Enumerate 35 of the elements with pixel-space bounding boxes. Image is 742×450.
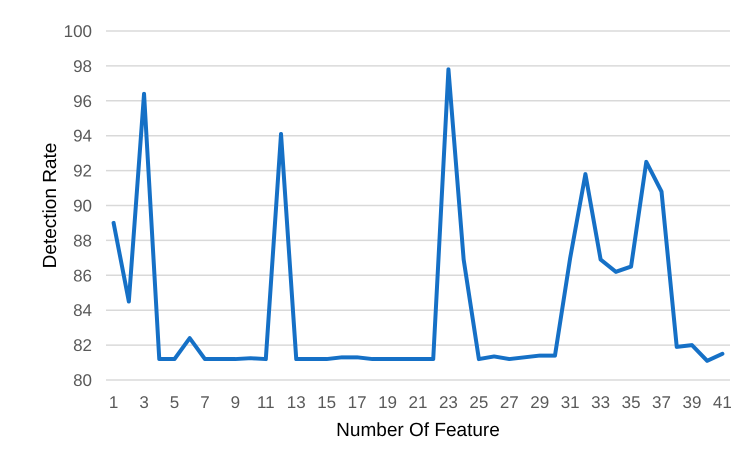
x-tick-label: 33 [591,393,610,412]
x-tick-label: 41 [712,393,732,412]
x-tick-label: 39 [682,393,702,412]
x-tick-label: 37 [652,393,671,412]
x-tick-label: 29 [530,393,550,412]
x-tick-label: 15 [317,393,336,412]
y-tick-label: 90 [73,196,92,216]
y-tick-label: 84 [73,301,92,320]
y-tick-label: 100 [64,22,92,41]
x-tick-label: 21 [408,393,428,412]
x-tick-label: 31 [560,393,580,412]
y-tick-label: 96 [73,92,92,111]
y-tick-label: 80 [73,370,92,390]
y-tick-label: 94 [73,126,92,146]
y-tick-label: 88 [73,231,92,250]
x-tick-label: 27 [500,393,519,412]
x-tick-label: 35 [622,393,641,412]
y-tick-label: 92 [73,162,92,181]
x-tick-label: 9 [230,393,240,412]
line-series [112,67,724,363]
x-tick-label: 13 [286,393,306,412]
x-tick-label: 19 [378,393,398,412]
y-tick-label: 86 [73,266,92,286]
x-tick-label: 1 [108,393,118,412]
y-axis-title: Detection Rate [40,142,61,268]
x-tick-label: 23 [438,393,458,412]
x-axis-title: Number Of Feature [336,420,500,441]
y-tick-label: 98 [73,56,92,76]
x-tick-label: 3 [139,393,149,412]
x-tick-label: 17 [348,393,367,412]
y-tick-label: 82 [73,336,92,356]
x-tick-label: 7 [200,393,210,412]
x-tick-label: 11 [256,393,275,412]
x-tick-label: 5 [170,393,180,412]
x-tick-label: 25 [469,393,488,412]
